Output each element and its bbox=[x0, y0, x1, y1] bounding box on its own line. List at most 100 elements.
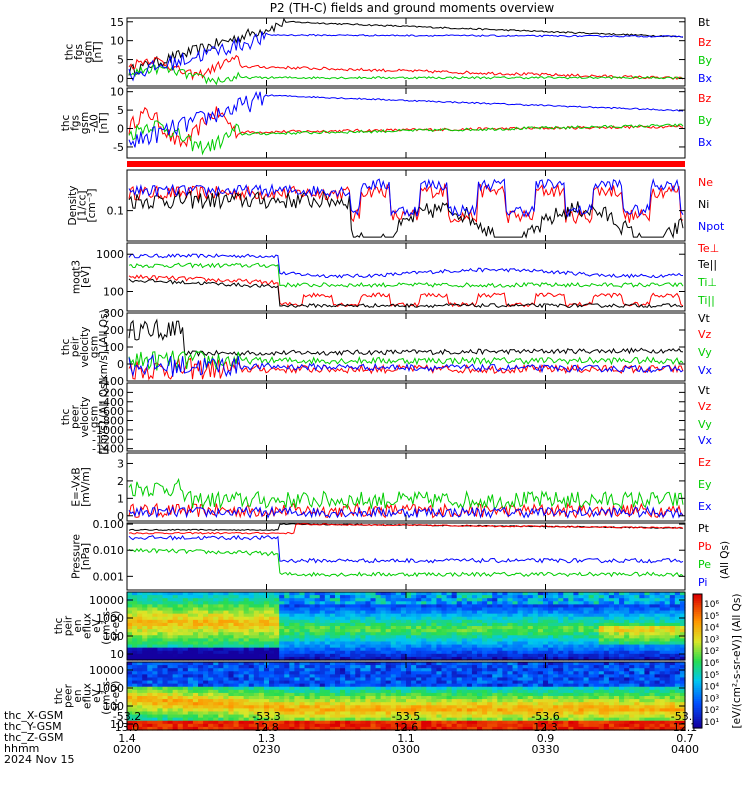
heat-cell bbox=[192, 622, 199, 627]
heat-cell bbox=[350, 638, 356, 643]
heat-cell bbox=[162, 674, 169, 679]
heat-cell bbox=[380, 632, 387, 636]
heat-cell bbox=[365, 711, 372, 716]
heat-cell bbox=[426, 671, 432, 675]
heat-cell bbox=[324, 626, 331, 630]
heat-cell bbox=[517, 708, 524, 713]
heat-cell bbox=[127, 683, 133, 688]
heat-cell bbox=[218, 616, 224, 621]
heat-cell bbox=[198, 705, 204, 709]
heat-cell bbox=[395, 641, 402, 646]
heat-cell bbox=[436, 604, 443, 609]
heat-cell bbox=[253, 601, 260, 605]
heat-cell bbox=[380, 720, 387, 725]
heat-cell bbox=[334, 619, 341, 624]
heat-cell bbox=[132, 619, 138, 624]
heat-cell bbox=[274, 668, 280, 672]
heat-cell bbox=[664, 650, 671, 655]
heat-cell bbox=[603, 699, 610, 703]
heat-cell bbox=[542, 644, 549, 649]
heat-cell bbox=[309, 610, 316, 615]
heat-cell bbox=[243, 632, 250, 636]
heat-cell bbox=[563, 668, 569, 672]
heat-cell bbox=[416, 629, 422, 633]
ylabel-line: [km/s] (All Qs) bbox=[98, 379, 110, 454]
heat-cell bbox=[350, 711, 356, 716]
heat-cell bbox=[238, 708, 245, 713]
heat-cell bbox=[558, 702, 564, 706]
heat-cell bbox=[558, 720, 564, 725]
heat-cell bbox=[157, 705, 164, 709]
heat-cell bbox=[492, 653, 498, 658]
heat-cell bbox=[679, 626, 686, 630]
heat-cell bbox=[370, 641, 377, 646]
heat-cell bbox=[172, 638, 179, 643]
heat-cell bbox=[654, 705, 661, 709]
heat-cell bbox=[167, 702, 174, 706]
heat-cell bbox=[284, 592, 290, 596]
heat-cell bbox=[477, 592, 483, 596]
heat-cell bbox=[553, 616, 559, 621]
heat-cell bbox=[603, 665, 610, 669]
heat-cell bbox=[426, 683, 432, 688]
heat-cell bbox=[487, 626, 493, 630]
heat-cell bbox=[624, 686, 630, 691]
heat-cell bbox=[482, 674, 488, 679]
heat-cell bbox=[451, 714, 458, 719]
heat-cell bbox=[431, 641, 438, 646]
heat-cell bbox=[532, 632, 539, 636]
heat-cell bbox=[426, 613, 432, 618]
heat-cell bbox=[659, 619, 666, 624]
heat-cell bbox=[324, 723, 331, 728]
heat-cell bbox=[334, 626, 341, 630]
heat-cell bbox=[233, 686, 240, 691]
heat-cell bbox=[162, 595, 169, 599]
heat-cell bbox=[553, 662, 559, 666]
heat-cell bbox=[456, 638, 463, 643]
heat-cell bbox=[152, 607, 159, 612]
heat-cell bbox=[482, 677, 488, 682]
heat-cell bbox=[421, 683, 427, 688]
heat-cell bbox=[598, 644, 605, 649]
heat-cell bbox=[380, 705, 387, 709]
heat-cell bbox=[497, 668, 503, 672]
heat-cell bbox=[649, 607, 656, 612]
heat-cell bbox=[395, 619, 402, 624]
heat-cell bbox=[461, 656, 468, 661]
heat-cell bbox=[395, 689, 402, 694]
heat-cell bbox=[548, 692, 554, 697]
heat-cell bbox=[624, 641, 630, 646]
heat-cell bbox=[466, 604, 473, 609]
heat-cell bbox=[132, 711, 138, 716]
heat-cell bbox=[568, 711, 574, 716]
heat-cell bbox=[360, 629, 367, 633]
heat-cell bbox=[441, 595, 448, 599]
heat-cell bbox=[466, 705, 473, 709]
heat-cell bbox=[223, 686, 230, 691]
heat-cell bbox=[309, 604, 316, 609]
heat-cell bbox=[142, 680, 148, 685]
heat-cell bbox=[253, 692, 260, 697]
heat-cell bbox=[406, 629, 412, 633]
heat-cell bbox=[192, 592, 199, 596]
heat-cell bbox=[659, 668, 666, 672]
heat-cell bbox=[406, 692, 412, 697]
heat-cell bbox=[127, 650, 133, 655]
heat-cell bbox=[304, 595, 311, 599]
heat-cell bbox=[542, 598, 549, 602]
heat-cell bbox=[416, 662, 422, 666]
heat-cell bbox=[588, 705, 595, 709]
heat-cell bbox=[172, 619, 179, 624]
heat-cell bbox=[294, 629, 301, 633]
heat-cell bbox=[274, 723, 280, 728]
heat-cell bbox=[553, 592, 559, 596]
heat-cell bbox=[608, 613, 615, 618]
heat-cell bbox=[532, 610, 539, 615]
heat-cell bbox=[142, 598, 148, 602]
heat-cell bbox=[451, 604, 458, 609]
heat-cell bbox=[228, 680, 235, 685]
heat-cell bbox=[142, 635, 148, 639]
heat-cell bbox=[243, 647, 250, 652]
heat-cell bbox=[588, 723, 595, 728]
heat-cell bbox=[456, 671, 463, 675]
